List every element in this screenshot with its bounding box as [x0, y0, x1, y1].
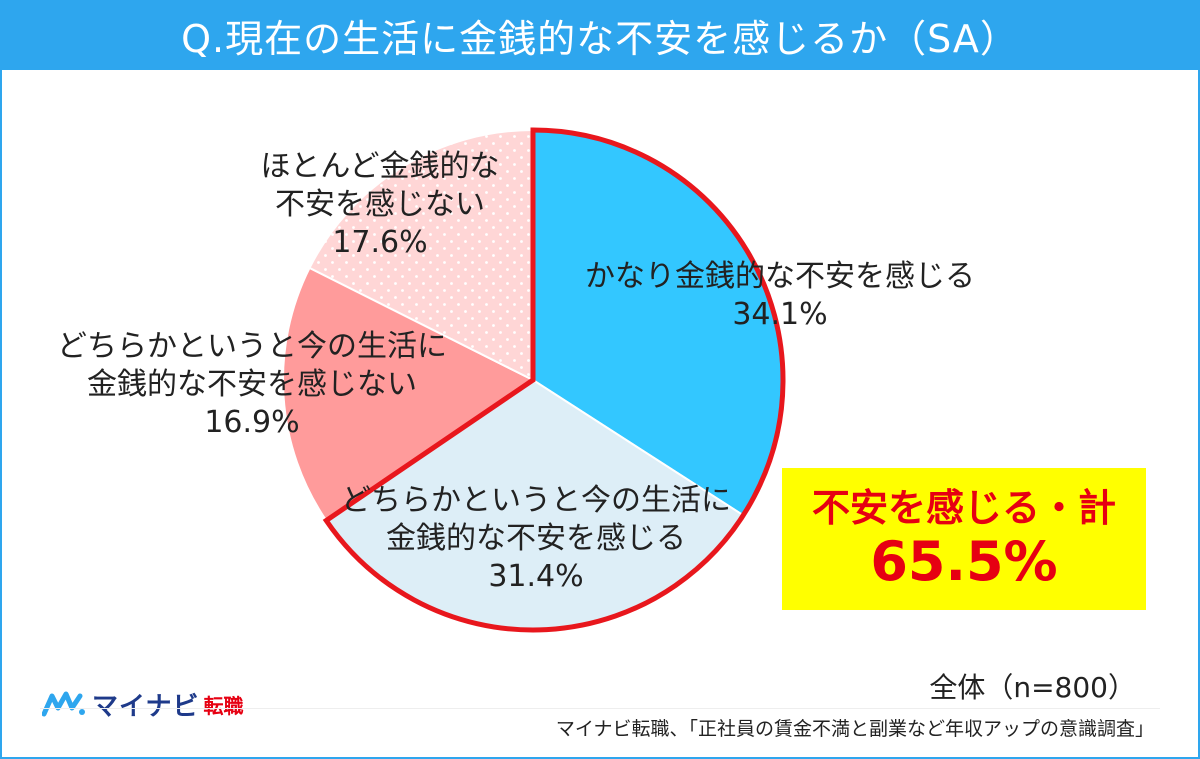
source-note: マイナビ転職、「正社員の賃金不満と副業など年収アップの意識調査」 [555, 718, 1154, 740]
mynavi-mark-icon [42, 691, 85, 717]
slice-label-2-line-2: 金銭的な不安を感じる [386, 521, 686, 556]
slice-label-1-line-1: かなり金銭的な不安を感じる [585, 259, 975, 294]
chart-title: Q.現在の生活に金銭的な不安を感じるか（SA） [0, 0, 1200, 70]
mynavi-logo: マイナビ 転職 [42, 684, 243, 724]
slice-label-3-line-3: 16.9% [204, 405, 299, 440]
footer-divider [40, 708, 1160, 709]
slice-label-3-line-2: 金銭的な不安を感じない [87, 367, 417, 402]
logo-brand: マイナビ [92, 691, 200, 722]
callout-value: 65.5% [870, 530, 1058, 593]
pie-slice-3 [282, 266, 535, 522]
slice-label-4-line-3: 17.6% [332, 225, 427, 260]
slice-label-2-line-1: どちらかというと今の生活に [341, 483, 731, 518]
sample-size: 全体（n=800） [929, 671, 1136, 704]
callout-label: 不安を感じる・計 [811, 486, 1116, 530]
total-callout: 不安を感じる・計 65.5% [782, 468, 1146, 610]
slice-label-4-line-2: 不安を感じない [275, 187, 485, 222]
pie-slice-4 [308, 128, 534, 382]
highlight-outline [322, 127, 786, 633]
slice-label-1-line-2: 34.1% [732, 297, 827, 332]
slice-label-3-line-1: どちらかというと今の生活に [57, 329, 447, 364]
slice-label-4-line-1: ほとんど金銭的な [260, 149, 499, 184]
logo-sub: 転職 [203, 693, 244, 718]
slice-label-2-line-3: 31.4% [488, 559, 583, 594]
